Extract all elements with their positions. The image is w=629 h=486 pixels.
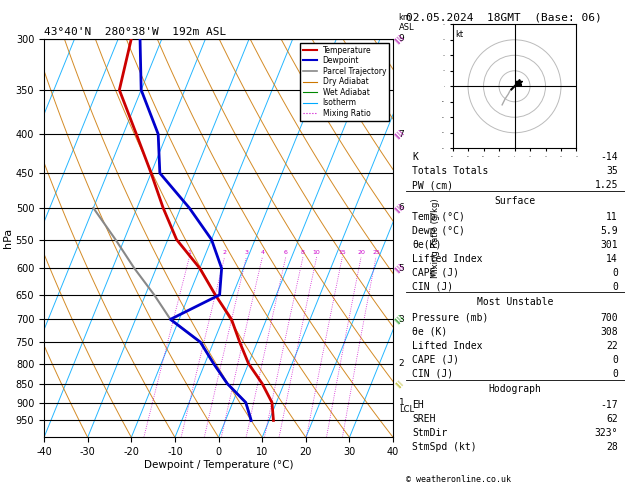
Text: CAPE (J): CAPE (J) [412,355,459,365]
Text: StmDir: StmDir [412,428,447,438]
Text: LCL: LCL [399,405,414,414]
Text: 7: 7 [399,130,404,139]
Text: 4: 4 [260,250,264,255]
Text: 28: 28 [606,442,618,452]
Text: -14: -14 [601,152,618,162]
Text: 1: 1 [187,250,191,255]
Text: 0: 0 [612,369,618,379]
Y-axis label: hPa: hPa [3,228,13,248]
Text: 15: 15 [338,250,346,255]
Text: 6: 6 [399,204,404,212]
Text: 14: 14 [606,254,618,263]
Text: 0: 0 [612,281,618,292]
Text: ||||: |||| [394,128,405,140]
Text: 22: 22 [606,341,618,351]
Text: 2: 2 [223,250,226,255]
X-axis label: Dewpoint / Temperature (°C): Dewpoint / Temperature (°C) [144,460,293,470]
Text: SREH: SREH [412,414,436,424]
Text: θe (K): θe (K) [412,327,447,337]
Text: 10: 10 [313,250,321,255]
Text: 02.05.2024  18GMT  (Base: 06): 02.05.2024 18GMT (Base: 06) [406,12,601,22]
Text: θe(K): θe(K) [412,240,442,249]
Text: 11: 11 [606,211,618,222]
Text: ||||: |||| [394,313,405,325]
Text: ||||: |||| [394,33,405,45]
Text: CIN (J): CIN (J) [412,281,454,292]
Text: 0: 0 [612,355,618,365]
Text: 20: 20 [357,250,365,255]
Text: EH: EH [412,400,424,410]
Text: 308: 308 [601,327,618,337]
Text: Dewp (°C): Dewp (°C) [412,226,465,236]
Text: ||||: |||| [394,262,405,274]
Text: 43°40'N  280°38'W  192m ASL: 43°40'N 280°38'W 192m ASL [44,27,226,37]
Text: 0: 0 [612,268,618,278]
Text: Surface: Surface [494,196,536,206]
Text: 5: 5 [399,264,404,273]
Text: ||||: |||| [394,202,405,214]
Text: 5.9: 5.9 [601,226,618,236]
Text: 8: 8 [301,250,305,255]
Text: 25: 25 [372,250,380,255]
Text: Mixing Ratio (g/kg): Mixing Ratio (g/kg) [430,198,440,278]
Text: Lifted Index: Lifted Index [412,254,483,263]
Text: Totals Totals: Totals Totals [412,166,489,176]
Legend: Temperature, Dewpoint, Parcel Trajectory, Dry Adiabat, Wet Adiabat, Isotherm, Mi: Temperature, Dewpoint, Parcel Trajectory… [300,43,389,121]
Text: Hodograph: Hodograph [489,384,542,395]
Text: |||: ||| [394,379,404,389]
Text: Pressure (mb): Pressure (mb) [412,313,489,323]
Text: 35: 35 [606,166,618,176]
Text: CAPE (J): CAPE (J) [412,268,459,278]
Text: © weatheronline.co.uk: © weatheronline.co.uk [406,474,511,484]
Text: 2: 2 [399,359,404,368]
Text: 3: 3 [399,315,404,324]
Text: -17: -17 [601,400,618,410]
Text: 700: 700 [601,313,618,323]
Text: km
ASL: km ASL [399,13,415,32]
Text: 301: 301 [601,240,618,249]
Text: Temp (°C): Temp (°C) [412,211,465,222]
Text: 1: 1 [399,398,404,407]
Text: StmSpd (kt): StmSpd (kt) [412,442,477,452]
Text: Lifted Index: Lifted Index [412,341,483,351]
Text: 6: 6 [284,250,287,255]
Text: 62: 62 [606,414,618,424]
Text: 323°: 323° [594,428,618,438]
Text: 3: 3 [244,250,248,255]
Text: PW (cm): PW (cm) [412,180,454,191]
Text: 1.25: 1.25 [594,180,618,191]
Text: kt: kt [455,31,464,39]
Text: Most Unstable: Most Unstable [477,297,554,307]
Text: K: K [412,152,418,162]
Text: 9: 9 [399,35,404,43]
Text: CIN (J): CIN (J) [412,369,454,379]
